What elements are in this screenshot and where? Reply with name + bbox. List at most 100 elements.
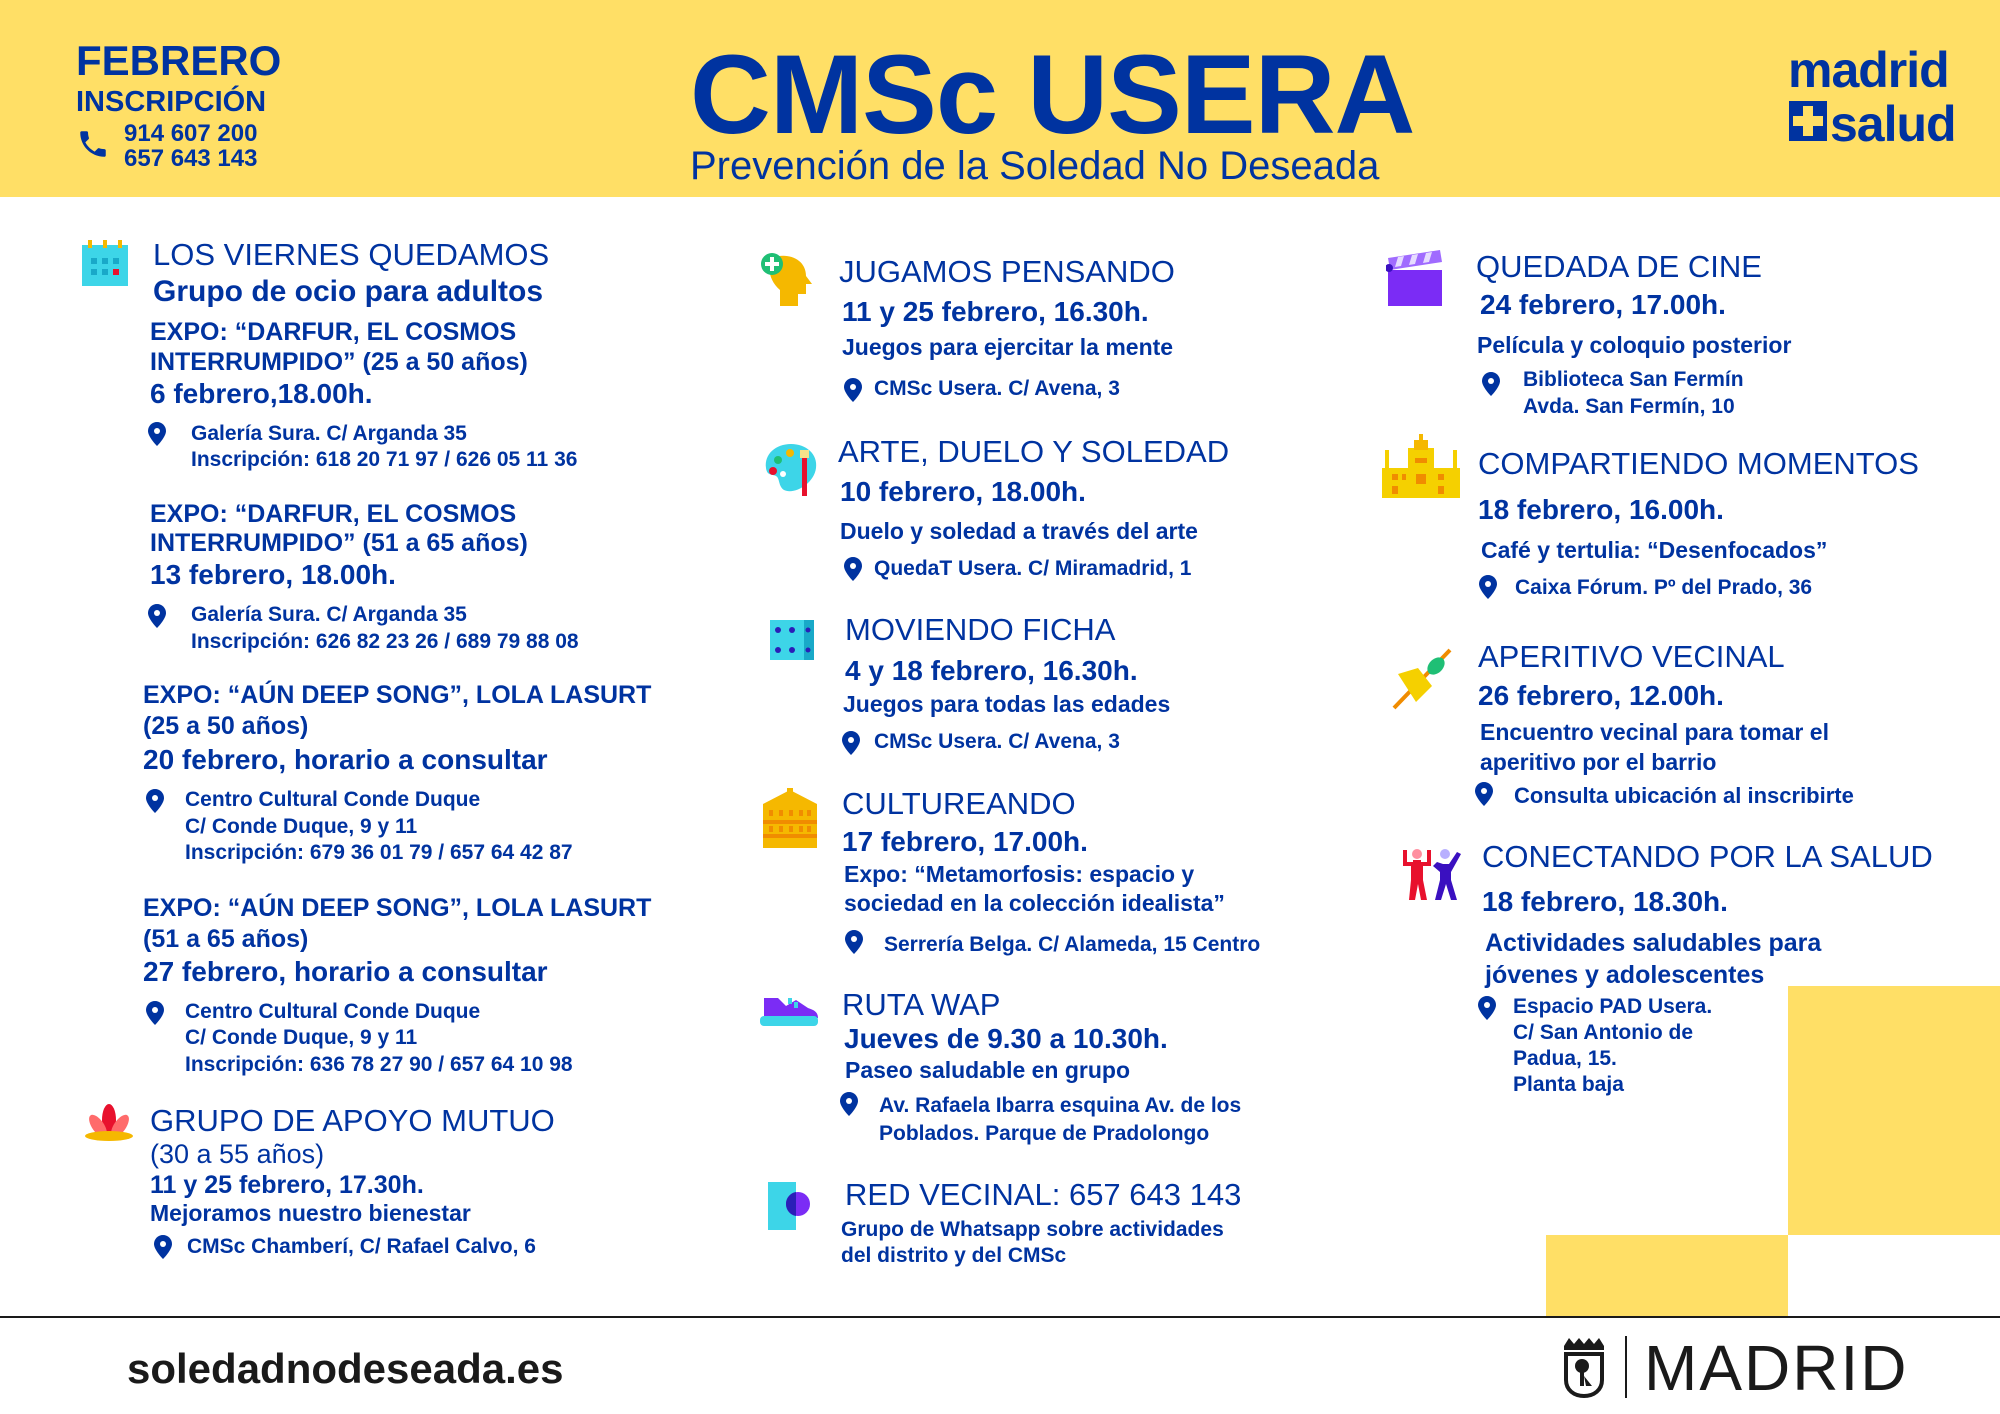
address-line: Espacio PAD Usera. xyxy=(1513,995,1713,1019)
address-line: Galería Sura. C/ Arganda 35 xyxy=(191,603,467,627)
event-description: del distrito y del CMSc xyxy=(841,1244,1067,1268)
event-description: sociedad en la colección idealista” xyxy=(844,890,1225,917)
address-line: Serrería Belga. C/ Alameda, 15 Centro xyxy=(884,933,1261,957)
location-pin-icon xyxy=(844,378,862,402)
location-pin-icon xyxy=(148,604,166,628)
expo-line: EXPO: “AÚN DEEP SONG”, LOLA LASURT xyxy=(143,893,652,922)
theater-building-icon xyxy=(763,788,817,848)
location-pin-icon xyxy=(1478,996,1496,1020)
event-title: QUEDADA DE CINE xyxy=(1476,249,1762,285)
address-line: Inscripción: 679 36 01 79 / 657 64 42 87 xyxy=(185,841,573,865)
event-date: 17 febrero, 17.00h. xyxy=(842,825,1088,857)
head-puzzle-icon xyxy=(761,253,812,306)
location-pin-icon xyxy=(146,1001,164,1025)
location-pin-icon xyxy=(146,789,164,813)
event-description: Juegos para ejercitar la mente xyxy=(842,334,1174,361)
event-description: Expo: “Metamorfosis: espacio y xyxy=(844,861,1195,888)
palace-icon xyxy=(1382,434,1460,498)
decorative-block xyxy=(1788,986,2000,1235)
event-date: Jueves de 9.30 a 10.30h. xyxy=(844,1022,1168,1054)
madrid-salud-logo-line2: salud xyxy=(1830,96,1957,152)
address-line: Inscripción: 626 82 23 26 / 689 79 88 08 xyxy=(191,630,579,654)
page-subtitle: Prevención de la Soledad No Deseada xyxy=(690,144,1380,188)
address-line: CMSc Chamberí, C/ Rafael Calvo, 6 xyxy=(187,1235,536,1259)
event-description: Juegos para todas las edades xyxy=(843,691,1171,718)
event-subtitle: Grupo de ocio para adultos xyxy=(153,275,544,308)
address-line: C/ Conde Duque, 9 y 11 xyxy=(185,815,418,839)
address-line: Centro Cultural Conde Duque xyxy=(185,1000,481,1024)
expo-date: 6 febrero,18.00h. xyxy=(150,377,373,409)
event-description: Paseo saludable en grupo xyxy=(845,1057,1131,1084)
event-date: 26 febrero, 12.00h. xyxy=(1478,679,1724,711)
event-title: RUTA WAP xyxy=(842,987,1001,1023)
event-title: APERITIVO VECINAL xyxy=(1478,639,1785,675)
expo-date: 27 febrero, horario a consultar xyxy=(143,955,548,987)
location-pin-icon xyxy=(1475,782,1493,806)
expo-line: EXPO: “AÚN DEEP SONG”, LOLA LASURT xyxy=(143,680,652,709)
address-line: Inscripción: 618 20 71 97 / 626 05 11 36 xyxy=(191,448,578,472)
event-title: MOVIENDO FICHA xyxy=(845,612,1116,648)
footer-divider xyxy=(0,1316,2000,1318)
madrid-logo-text: MADRID xyxy=(1644,1332,1909,1405)
address-line: Centro Cultural Conde Duque xyxy=(185,788,481,812)
expo-line: INTERRUMPIDO” (51 a 65 años) xyxy=(150,528,528,557)
address-line: C/ Conde Duque, 9 y 11 xyxy=(185,1026,418,1050)
address-line: CMSc Usera. C/ Avena, 3 xyxy=(874,377,1120,401)
event-date: 10 febrero, 18.00h. xyxy=(840,475,1086,507)
address-line: Caixa Fórum. Pº del Prado, 36 xyxy=(1515,576,1813,600)
palette-icon xyxy=(765,444,817,496)
website-link[interactable]: soledadnodeseada.es xyxy=(127,1345,564,1393)
expo-line: EXPO: “DARFUR, EL COSMOS xyxy=(150,499,517,528)
inscription-label: INSCRIPCIÓN xyxy=(76,85,267,118)
event-description: Duelo y soledad a través del arte xyxy=(840,518,1198,545)
event-description: Café y tertulia: “Desenfocados” xyxy=(1481,537,1828,564)
event-date: 11 y 25 febrero, 16.30h. xyxy=(842,295,1149,327)
address-line: Avda. San Fermín, 10 xyxy=(1523,395,1735,419)
location-pin-icon xyxy=(1482,372,1500,396)
event-ages: (30 a 55 años) xyxy=(150,1138,325,1169)
address-line: QuedaT Usera. C/ Miramadrid, 1 xyxy=(874,557,1192,581)
event-description: Mejoramos nuestro bienestar xyxy=(150,1200,471,1227)
calendar-icon xyxy=(82,240,128,286)
lotus-icon xyxy=(85,1104,133,1141)
event-description: aperitivo por el barrio xyxy=(1480,749,1717,776)
event-title: ARTE, DUELO Y SOLEDAD xyxy=(838,434,1230,470)
tapa-skewer-icon xyxy=(1392,648,1452,710)
address-line: CMSc Usera. C/ Avena, 3 xyxy=(874,730,1120,754)
location-pin-icon xyxy=(840,1092,858,1116)
event-title[interactable]: RED VECINAL: 657 643 143 xyxy=(845,1177,1242,1213)
event-description: jóvenes y adolescentes xyxy=(1485,960,1765,989)
event-description: Película y coloquio posterior xyxy=(1477,332,1792,359)
address-line: Biblioteca San Fermín xyxy=(1523,368,1744,392)
event-date: 18 febrero, 18.30h. xyxy=(1482,885,1728,917)
phone-chat-icon xyxy=(768,1182,810,1230)
event-date: 4 y 18 febrero, 16.30h. xyxy=(845,654,1138,686)
event-title: JUGAMOS PENSANDO xyxy=(839,254,1175,290)
address-line: Inscripción: 636 78 27 90 / 657 64 10 98 xyxy=(185,1053,573,1077)
event-date: 24 febrero, 17.00h. xyxy=(1480,288,1726,320)
expo-line: (51 a 65 años) xyxy=(143,924,309,953)
event-date: 18 febrero, 16.00h. xyxy=(1478,493,1724,525)
phone-icon xyxy=(80,131,106,157)
month-label: FEBRERO xyxy=(76,37,282,85)
event-title: GRUPO DE APOYO MUTUO xyxy=(150,1103,555,1139)
expo-date: 13 febrero, 18.00h. xyxy=(150,558,396,590)
event-date: 11 y 25 febrero, 17.30h. xyxy=(150,1170,424,1199)
location-pin-icon xyxy=(1479,575,1497,599)
phone-number-2[interactable]: 657 643 143 xyxy=(124,145,258,173)
event-title: CONECTANDO POR LA SALUD xyxy=(1482,839,1933,875)
phone-number-1[interactable]: 914 607 200 xyxy=(124,120,258,148)
people-dancing-icon xyxy=(1403,849,1461,900)
sneaker-icon xyxy=(760,998,818,1026)
address-line: Galería Sura. C/ Arganda 35 xyxy=(191,422,467,446)
location-pin-icon xyxy=(154,1235,172,1259)
address-line: Padua, 15. xyxy=(1513,1047,1617,1071)
address-line: C/ San Antonio de xyxy=(1513,1021,1694,1045)
event-title: LOS VIERNES QUEDAMOS xyxy=(153,237,550,273)
header-banner xyxy=(0,0,2000,197)
clapperboard-icon xyxy=(1386,250,1442,306)
dice-icon xyxy=(770,620,814,660)
event-title: CULTUREANDO xyxy=(842,786,1076,822)
event-description: Grupo de Whatsapp sobre actividades xyxy=(841,1218,1224,1242)
event-description: Encuentro vecinal para tomar el xyxy=(1480,719,1829,746)
